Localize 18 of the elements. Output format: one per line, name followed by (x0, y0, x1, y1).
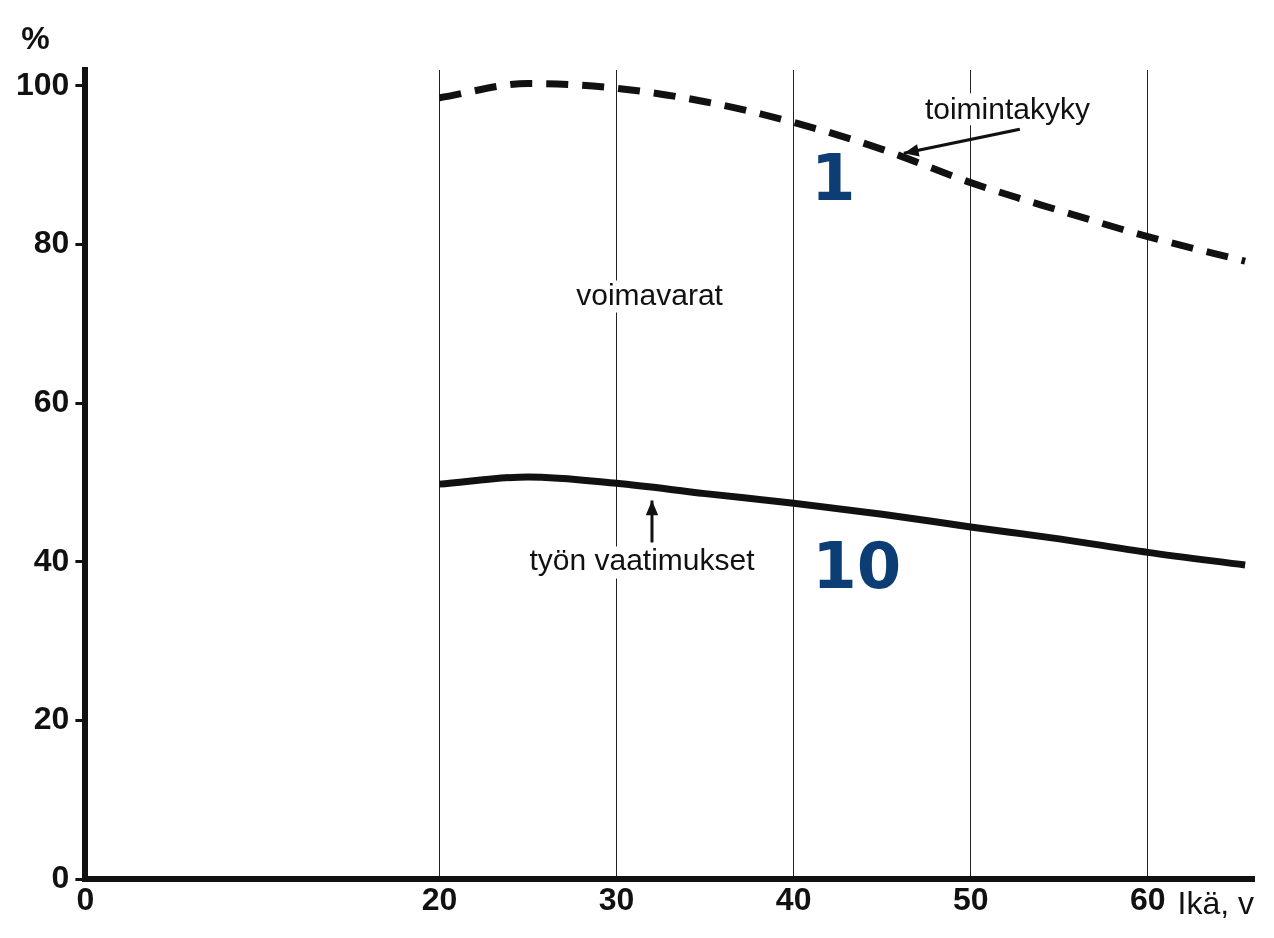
y-tick-label: 20 (33, 700, 70, 737)
annotation: työn vaatimukset (529, 542, 756, 576)
y-axis-title: % (21, 19, 50, 56)
x-tick-label: 40 (775, 881, 812, 918)
y-tick-label: 100 (16, 65, 70, 102)
x-tick-label: 20 (421, 881, 458, 918)
annotation: voimavarat (576, 277, 724, 311)
x-tick-label: 50 (952, 881, 989, 918)
y-tick-label: 80 (33, 224, 70, 261)
x-tick-label: 30 (598, 881, 635, 918)
y-tick-label: 40 (33, 541, 70, 578)
annotation: toimintakyky (924, 91, 1090, 125)
annotation: 10 (812, 529, 902, 604)
x-axis-title: Ikä, v (1177, 884, 1254, 921)
x-tick-label: 0 (76, 881, 95, 918)
y-tick-label: 60 (33, 383, 70, 420)
annotation: 1 (811, 140, 856, 215)
x-tick-label: 60 (1129, 881, 1166, 918)
